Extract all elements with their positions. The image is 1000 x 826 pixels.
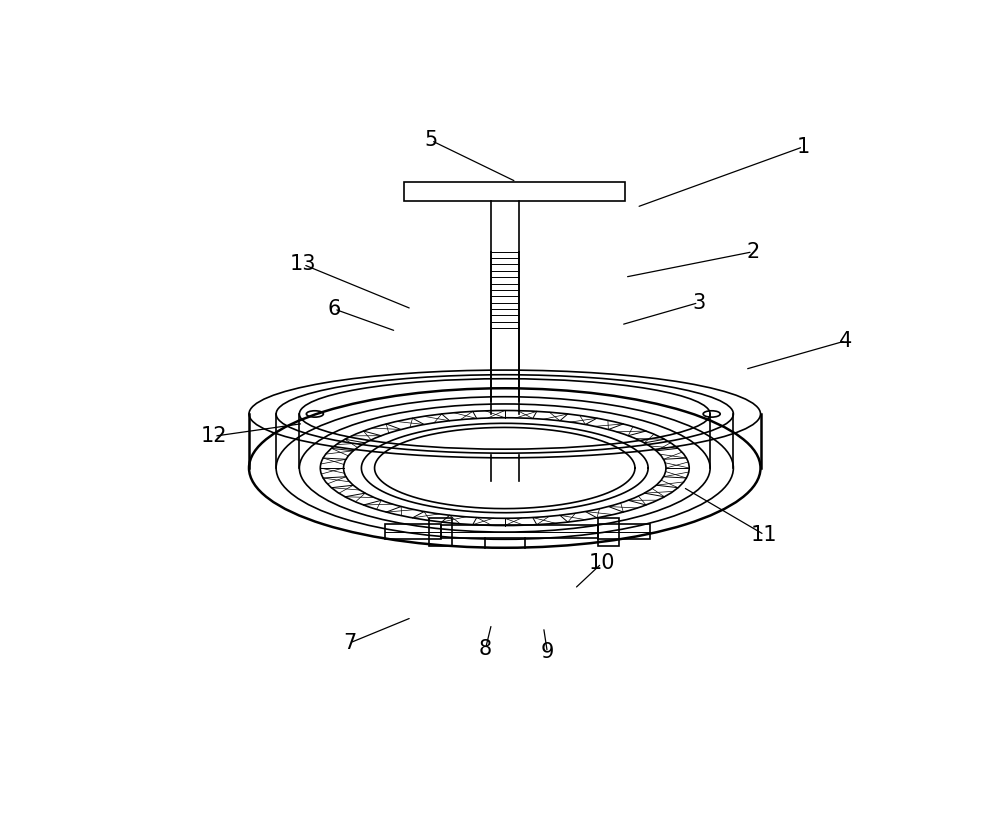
Bar xyxy=(598,518,619,546)
Text: 9: 9 xyxy=(541,643,554,662)
Text: 3: 3 xyxy=(692,292,705,313)
Text: 7: 7 xyxy=(343,633,356,653)
Text: 6: 6 xyxy=(328,299,341,319)
Text: 11: 11 xyxy=(751,525,778,545)
Text: 10: 10 xyxy=(588,553,615,573)
Text: 1: 1 xyxy=(796,137,810,157)
Text: 8: 8 xyxy=(479,639,492,659)
Bar xyxy=(404,182,625,201)
Bar xyxy=(385,524,441,539)
Bar xyxy=(598,524,650,539)
Text: 4: 4 xyxy=(839,330,852,351)
Text: 2: 2 xyxy=(746,242,759,262)
Text: 5: 5 xyxy=(424,131,438,150)
Text: 12: 12 xyxy=(201,426,227,446)
Bar xyxy=(429,518,452,546)
Text: 13: 13 xyxy=(290,254,316,274)
